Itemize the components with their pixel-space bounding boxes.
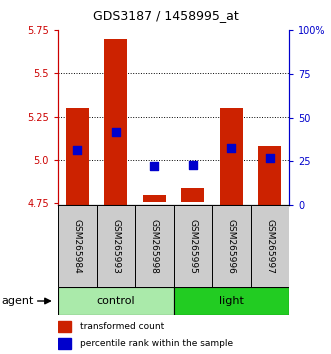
- Text: GSM265995: GSM265995: [188, 218, 197, 273]
- Text: GSM265997: GSM265997: [265, 218, 274, 273]
- Text: control: control: [96, 296, 135, 306]
- Point: [229, 145, 234, 151]
- Bar: [58, 337, 71, 349]
- Text: GDS3187 / 1458995_at: GDS3187 / 1458995_at: [93, 9, 238, 22]
- Text: transformed count: transformed count: [80, 322, 164, 331]
- Bar: [212, 205, 251, 287]
- Point: [74, 147, 80, 152]
- Point: [267, 155, 272, 161]
- Bar: [173, 287, 289, 315]
- Text: GSM265984: GSM265984: [73, 219, 82, 273]
- Bar: [97, 205, 135, 287]
- Text: GSM265998: GSM265998: [150, 218, 159, 273]
- Text: percentile rank within the sample: percentile rank within the sample: [80, 339, 233, 348]
- Text: GSM265996: GSM265996: [227, 218, 236, 273]
- Bar: [58, 287, 173, 315]
- Bar: [104, 39, 127, 205]
- Bar: [143, 195, 166, 202]
- Bar: [66, 108, 89, 205]
- Point: [152, 164, 157, 169]
- Text: agent: agent: [2, 296, 34, 306]
- Text: light: light: [219, 296, 244, 306]
- Bar: [173, 205, 212, 287]
- Bar: [251, 205, 289, 287]
- Bar: [220, 108, 243, 205]
- Bar: [58, 321, 71, 332]
- Bar: [135, 205, 173, 287]
- Text: GSM265993: GSM265993: [111, 218, 120, 273]
- Bar: [258, 146, 281, 205]
- Bar: [181, 188, 204, 202]
- Bar: [58, 205, 97, 287]
- Point: [113, 130, 118, 135]
- Point: [190, 163, 195, 169]
